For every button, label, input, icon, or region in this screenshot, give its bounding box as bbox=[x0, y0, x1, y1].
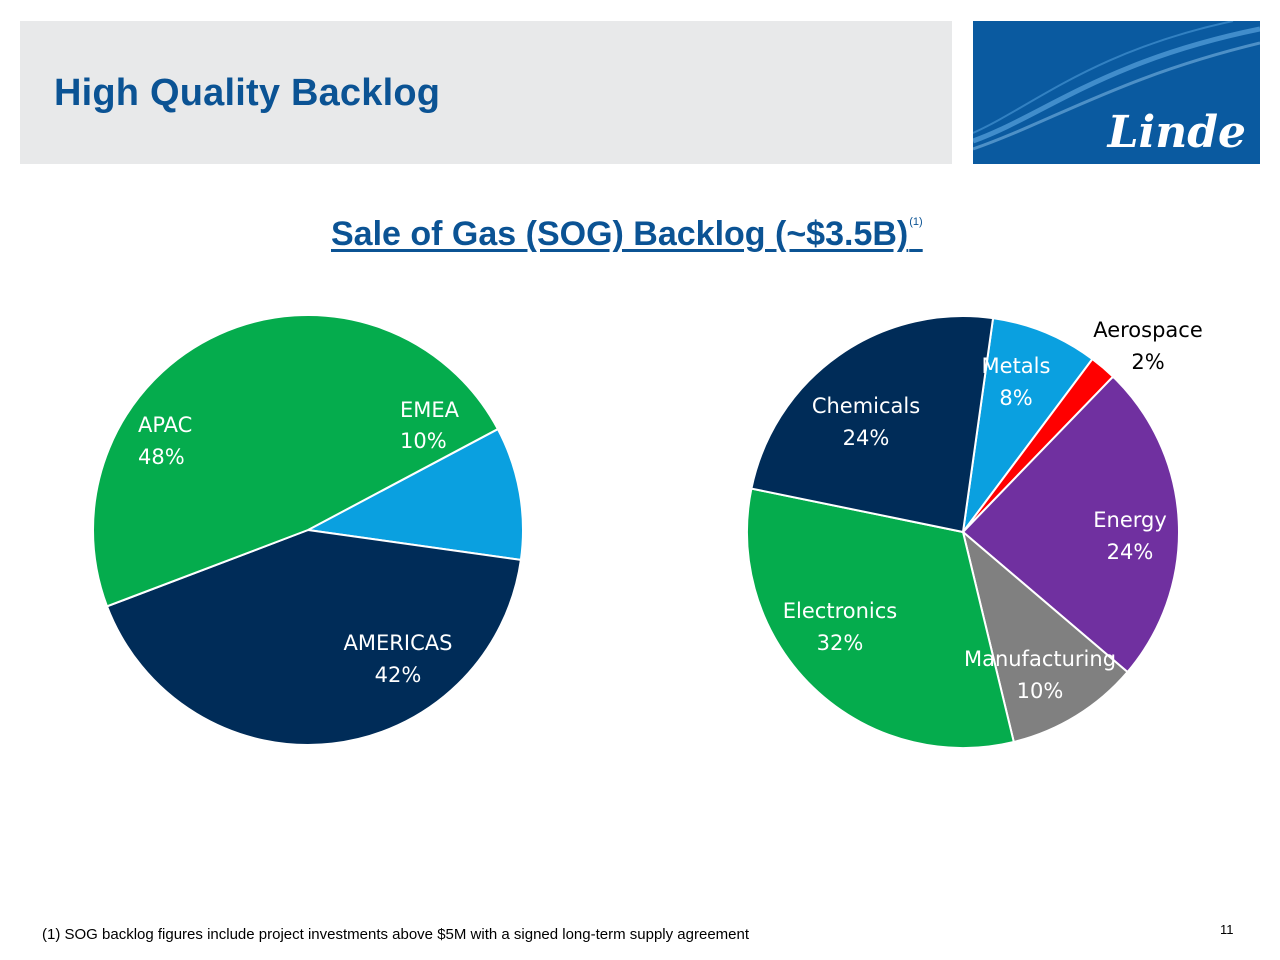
slice-label-chemicals: Chemicals bbox=[812, 394, 920, 418]
pie-chart-2: Metals 8% Aerospace 2% Energy 24% Manufacturin… bbox=[746, 315, 1203, 749]
pie-chart-1: EMEA 10% AMERICAS 42% APAC 48% bbox=[92, 314, 524, 746]
slice-value-chemicals: 24% bbox=[843, 426, 890, 450]
pie-slice-americas bbox=[105, 528, 523, 746]
slice-label-metals: Metals bbox=[982, 354, 1051, 378]
section-title-text: Sale of Gas (SOG) Backlog (~$3.5B) bbox=[331, 215, 909, 253]
page-title: High Quality Backlog bbox=[54, 72, 441, 114]
linde-logo: Linde bbox=[973, 21, 1260, 164]
slice-label-electronics: Electronics bbox=[783, 599, 897, 623]
slice-value-americas: 42% bbox=[375, 663, 422, 687]
section-title: Sale of Gas (SOG) Backlog (~$3.5B)(1) bbox=[331, 215, 923, 254]
pie-slice-apac bbox=[92, 314, 500, 608]
slice-value-emea: 10% bbox=[400, 429, 447, 453]
logo-swoosh-icon bbox=[973, 21, 1260, 151]
pie-slice-emea bbox=[304, 427, 524, 562]
slice-label-manufacturing: Manufacturing bbox=[964, 647, 1116, 671]
slice-value-metals: 8% bbox=[999, 386, 1032, 410]
slice-value-energy: 24% bbox=[1107, 540, 1154, 564]
slice-value-manufacturing: 10% bbox=[1017, 679, 1064, 703]
slice-value-aerospace: 2% bbox=[1131, 350, 1164, 374]
slice-label-aerospace: Aerospace bbox=[1093, 318, 1203, 342]
logo-text: Linde bbox=[1107, 107, 1246, 158]
page-number: 11 bbox=[1220, 922, 1234, 937]
pie-slice-electronics bbox=[746, 487, 1015, 749]
pie-slice-chemicals bbox=[750, 315, 995, 534]
footnote-marker: (1) bbox=[909, 216, 923, 228]
footnote: (1) SOG backlog figures include project … bbox=[42, 926, 750, 943]
pie-slice-metals bbox=[962, 316, 1094, 533]
slice-label-emea: EMEA bbox=[400, 398, 460, 422]
slice-value-electronics: 32% bbox=[817, 631, 864, 655]
pie-slice-energy bbox=[961, 375, 1180, 674]
slice-label-energy: Energy bbox=[1093, 508, 1167, 532]
slice-label-apac: APAC bbox=[138, 413, 192, 437]
header-band bbox=[20, 21, 952, 164]
pie-slice-manufacturing bbox=[961, 529, 1129, 744]
slice-value-apac: 48% bbox=[138, 445, 185, 469]
slice-label-americas: AMERICAS bbox=[344, 631, 453, 655]
